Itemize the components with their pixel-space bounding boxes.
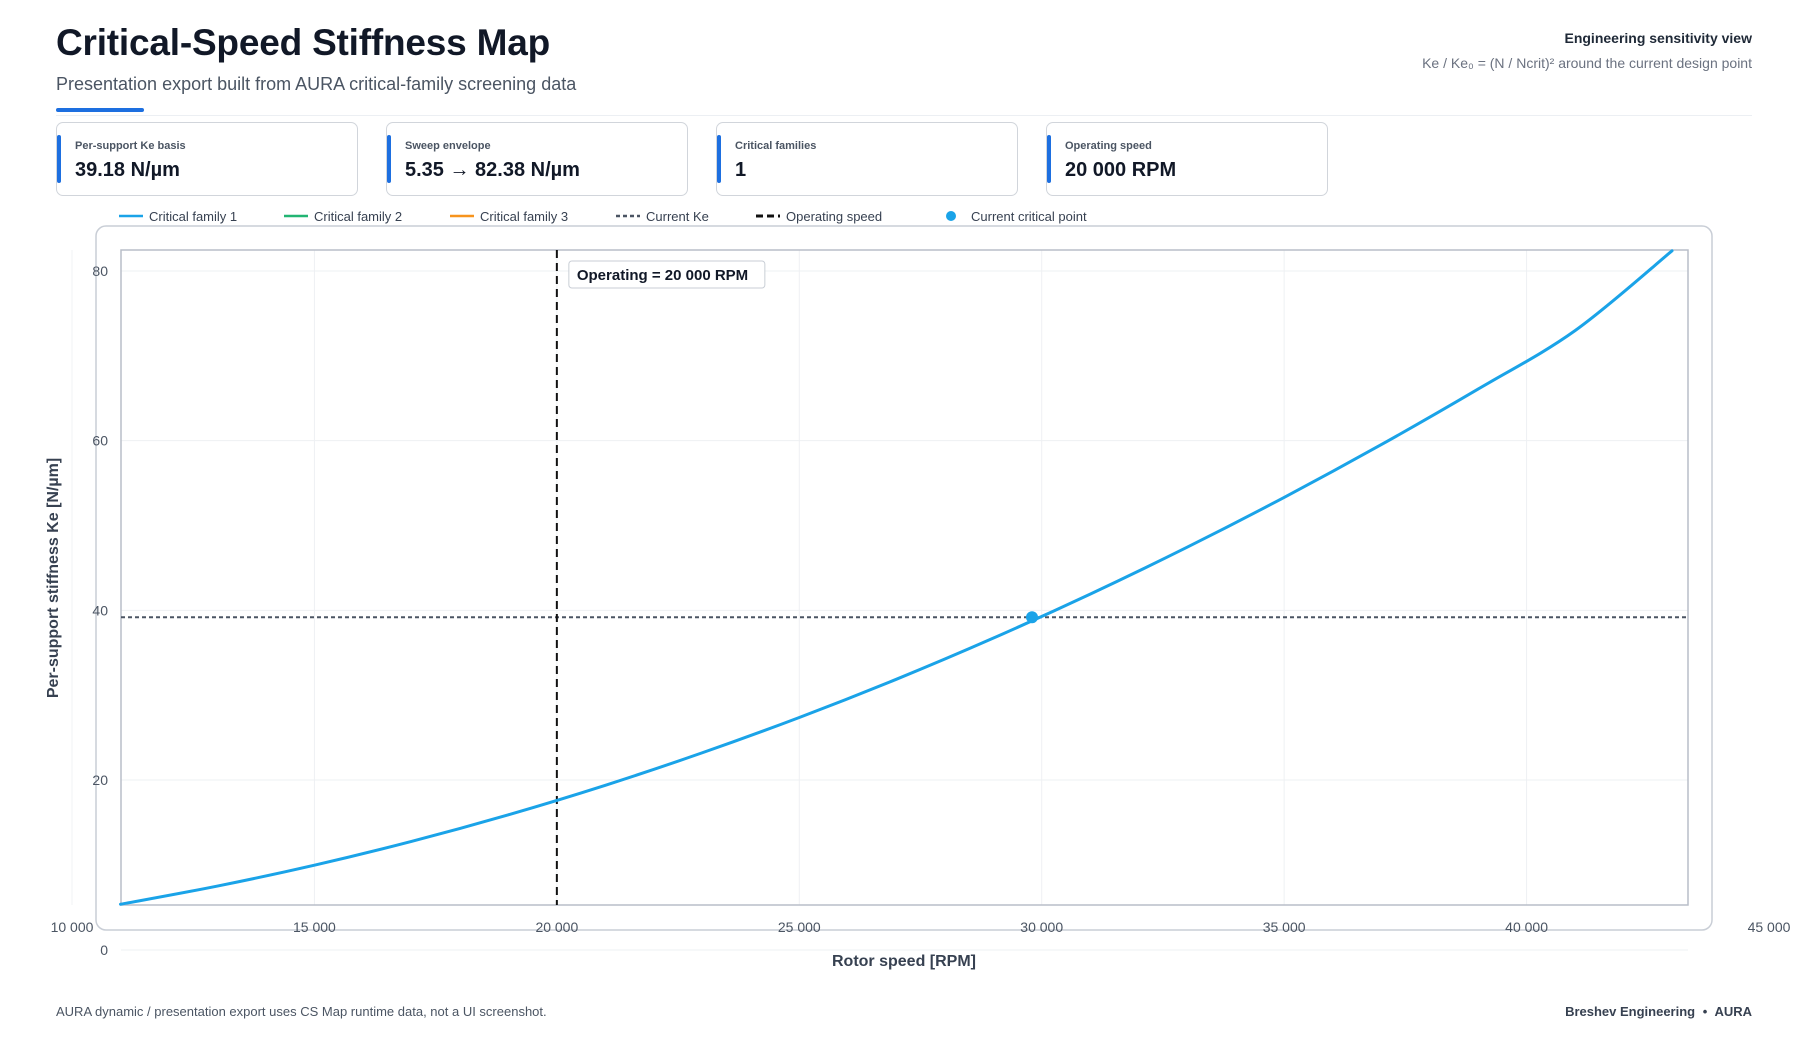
kpi-value: 20 000 RPM — [1065, 159, 1177, 181]
stiffness-chart: 0 20 40 60 80 10 000 15 000 20 000 25 000 30 000 3… — [45, 209, 1791, 970]
plot-frame — [120, 249, 1689, 906]
kpi-card-operating-speed: Operating speed 20 000 RPM — [1046, 122, 1328, 196]
legend-entry-label: Critical family 3 — [480, 209, 568, 224]
x-tick-label: 10 000 — [51, 919, 94, 935]
header-divider — [56, 115, 1752, 116]
legend-entry-label: Operating speed — [786, 209, 882, 224]
series-line-critical-family-1 — [118, 249, 1674, 906]
y-tick-label: 0 — [100, 942, 108, 958]
x-tick-label: 40 000 — [1505, 919, 1548, 935]
operating-annotation-box — [568, 260, 766, 289]
x-tick-label: 30 000 — [1020, 919, 1063, 935]
y-tick-label: 80 — [92, 263, 108, 279]
x-tick-label: 15 000 — [293, 919, 336, 935]
page-title: Critical-Speed Stiffness Map — [56, 22, 551, 63]
plot-panel — [95, 225, 1713, 931]
kpi-card-sweep-envelope: Sweep envelope 5.35 → 82.38 N/µm — [386, 122, 688, 196]
footer-brand: Breshev Engineering • AURA — [1565, 1004, 1752, 1019]
footer-separator: • — [1702, 1004, 1708, 1019]
x-tick-label: 20 000 — [535, 919, 578, 935]
legend-entry-label: Current critical point — [971, 209, 1087, 224]
kpi-value: 1 — [735, 159, 747, 181]
y-tick-label: 40 — [92, 602, 108, 618]
footer-note: AURA dynamic / presentation export uses … — [56, 1004, 547, 1019]
kpi-card-ke-basis: Per-support Ke basis 39.18 N/µm — [56, 122, 358, 196]
current-critical-point-marker — [1026, 611, 1039, 624]
legend-entry-label: Critical family 1 — [149, 209, 237, 224]
legend-entry-label: Current Ke — [646, 209, 709, 224]
x-tick-label: 25 000 — [778, 919, 821, 935]
operating-annotation-label: Operating = 20 000 RPM — [577, 267, 748, 284]
view-formula-note: Ke / Ke₀ = (N / Ncrit)² around the curre… — [1422, 55, 1752, 71]
kpi-card-critical-families: Critical families 1 — [716, 122, 1018, 196]
legend-swatch-marker — [946, 211, 956, 221]
x-axis-label: Rotor speed [RPM] — [832, 953, 976, 970]
y-tick-label: 60 — [92, 433, 108, 449]
x-tick-label: 35 000 — [1263, 919, 1306, 935]
footer-product: AURA — [1714, 1004, 1752, 1019]
kpi-label: Operating speed — [1065, 140, 1152, 152]
y-axis-label: Per-support stiffness Ke [N/µm] — [45, 458, 62, 698]
title-accent-rule — [56, 108, 144, 112]
page-subtitle: Presentation export built from AURA crit… — [56, 74, 577, 94]
kpi-value: 39.18 N/µm — [75, 159, 180, 181]
kpi-value: 5.35 → 82.38 N/µm — [405, 159, 580, 181]
view-heading: Engineering sensitivity view — [1564, 30, 1752, 46]
footer-company: Breshev Engineering — [1565, 1004, 1696, 1019]
kpi-label: Critical families — [735, 140, 817, 152]
x-tick-label: 45 000 — [1748, 919, 1791, 935]
kpi-label: Sweep envelope — [405, 140, 491, 152]
kpi-label: Per-support Ke basis — [75, 140, 186, 152]
legend-entry-label: Critical family 2 — [314, 209, 402, 224]
y-tick-label: 20 — [92, 772, 108, 788]
